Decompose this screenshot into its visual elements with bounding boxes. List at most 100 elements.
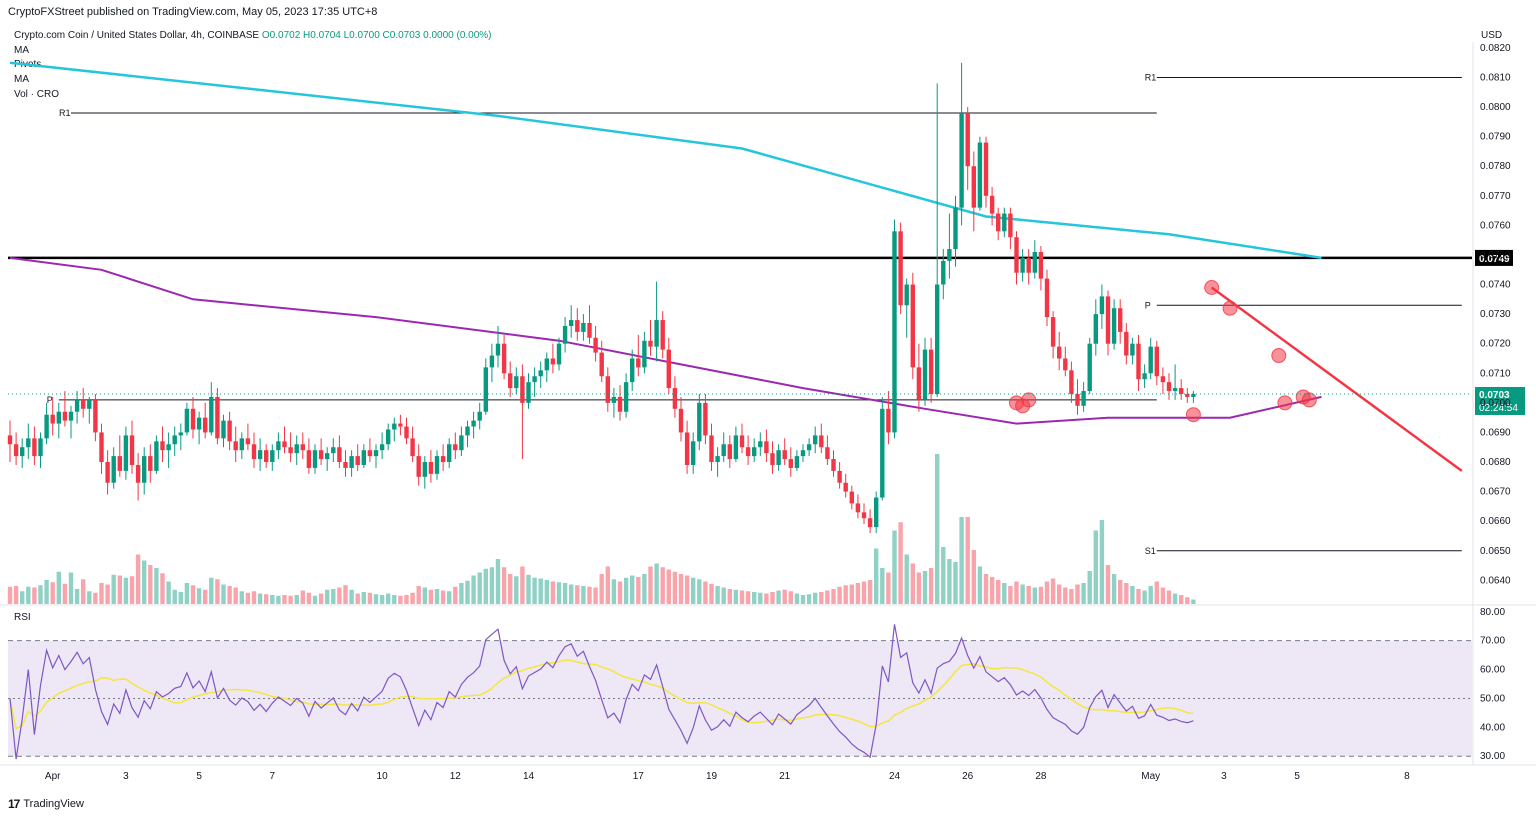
volume-bar [367, 592, 373, 604]
volume-bar [660, 567, 665, 604]
volume-bar [776, 590, 781, 604]
time-tick-label: 7 [270, 771, 276, 782]
time-tick-label: 26 [962, 771, 974, 782]
candle-body [343, 462, 348, 468]
candle-body [678, 408, 684, 433]
candle-body [666, 349, 671, 389]
volume-bar [501, 567, 507, 604]
symbol-legend[interactable]: Crypto.com Coin / United States Dollar, … [14, 30, 492, 41]
indicator-volume[interactable]: Vol · CRO [14, 89, 60, 100]
candle-body [325, 453, 330, 460]
volume-bar [1185, 597, 1190, 604]
candle-body [752, 447, 757, 457]
candle-body [410, 438, 415, 457]
candle-body [959, 112, 964, 208]
tradingview-brand[interactable]: 17 TradingView [8, 797, 84, 811]
touch-marker [1301, 392, 1317, 408]
candle-body [782, 450, 787, 460]
volume-bar [349, 589, 354, 604]
volume-bar [276, 595, 281, 604]
candle-body [306, 450, 312, 468]
rsi-pane-label[interactable]: RSI [14, 612, 31, 623]
volume-bar [599, 574, 604, 604]
candle-body [221, 420, 226, 439]
price-tick-label: 0.0720 [1480, 339, 1511, 350]
candle-body [989, 195, 995, 214]
candle-body [745, 447, 751, 457]
candle-body [178, 432, 183, 436]
volume-bar [666, 569, 671, 604]
volume-bar [87, 591, 92, 604]
volume-bar [172, 589, 177, 604]
candle-body [288, 447, 293, 454]
candle-body [733, 435, 739, 460]
volume-bar [135, 554, 141, 604]
indicator-ma-2[interactable]: MA [14, 74, 29, 85]
volume-bar [1130, 586, 1135, 604]
volume-bar [428, 589, 434, 604]
candle-body [99, 432, 104, 463]
candle-body [172, 435, 177, 445]
volume-bar [410, 592, 415, 604]
volume-bar [294, 595, 299, 604]
candle-body [209, 396, 214, 433]
volume-bar [1154, 581, 1159, 604]
volume-bar [404, 595, 409, 604]
volume-bar [752, 592, 757, 604]
currency-label: USD [1481, 30, 1503, 41]
volume-bar [684, 575, 690, 604]
volume-bar [38, 585, 43, 604]
volume-bar [233, 587, 238, 604]
volume-bar [977, 566, 983, 604]
candle-body [434, 456, 440, 474]
candle-body [1105, 296, 1111, 344]
volume-bar [630, 575, 635, 604]
candle-body [1081, 391, 1086, 406]
candle-body [953, 207, 958, 250]
volume-bar [1020, 584, 1025, 604]
volume-bar [1044, 581, 1050, 604]
candle-body [965, 112, 970, 167]
candle-body [1136, 343, 1141, 380]
volume-bar [32, 587, 37, 604]
price-tick-label: 0.0790 [1480, 132, 1511, 143]
candle-body [599, 352, 604, 377]
candle-body [68, 411, 74, 421]
volume-bar [203, 589, 208, 604]
indicator-ma-1[interactable]: MA [14, 45, 29, 56]
volume-bar [1191, 599, 1196, 604]
volume-bar [105, 584, 110, 604]
volume-bar [1075, 584, 1080, 604]
volume-bar [459, 583, 464, 604]
volume-bar [1136, 589, 1141, 604]
volume-bar [764, 593, 769, 604]
price-tick-label: 0.0810 [1480, 72, 1511, 83]
candle-body [489, 355, 495, 368]
candle-body [861, 512, 867, 519]
volume-bar [941, 547, 946, 604]
volume-bar [1179, 595, 1184, 604]
volume-bar [288, 595, 293, 604]
volume-bar [861, 581, 867, 604]
candle-body [1008, 213, 1013, 238]
candle-body [831, 459, 836, 471]
candle-body [1142, 373, 1147, 380]
volume-bar [447, 591, 452, 604]
candle-body [1099, 296, 1105, 315]
ma-mid-line [9, 256, 1322, 425]
volume-bar [983, 574, 989, 604]
volume-bar [1050, 578, 1056, 604]
volume-bar [623, 577, 629, 604]
volume-bar [989, 577, 995, 604]
candle-body [142, 456, 147, 483]
time-tick-label: 5 [196, 771, 202, 782]
candle-body [654, 320, 659, 347]
volume-bar [587, 586, 592, 604]
rsi-tick-label: 40.00 [1480, 722, 1505, 733]
volume-bar [709, 583, 714, 604]
volume-bar [1093, 530, 1098, 604]
volume-bar [916, 572, 922, 604]
volume-bar [209, 577, 214, 604]
candle-body [892, 231, 897, 433]
